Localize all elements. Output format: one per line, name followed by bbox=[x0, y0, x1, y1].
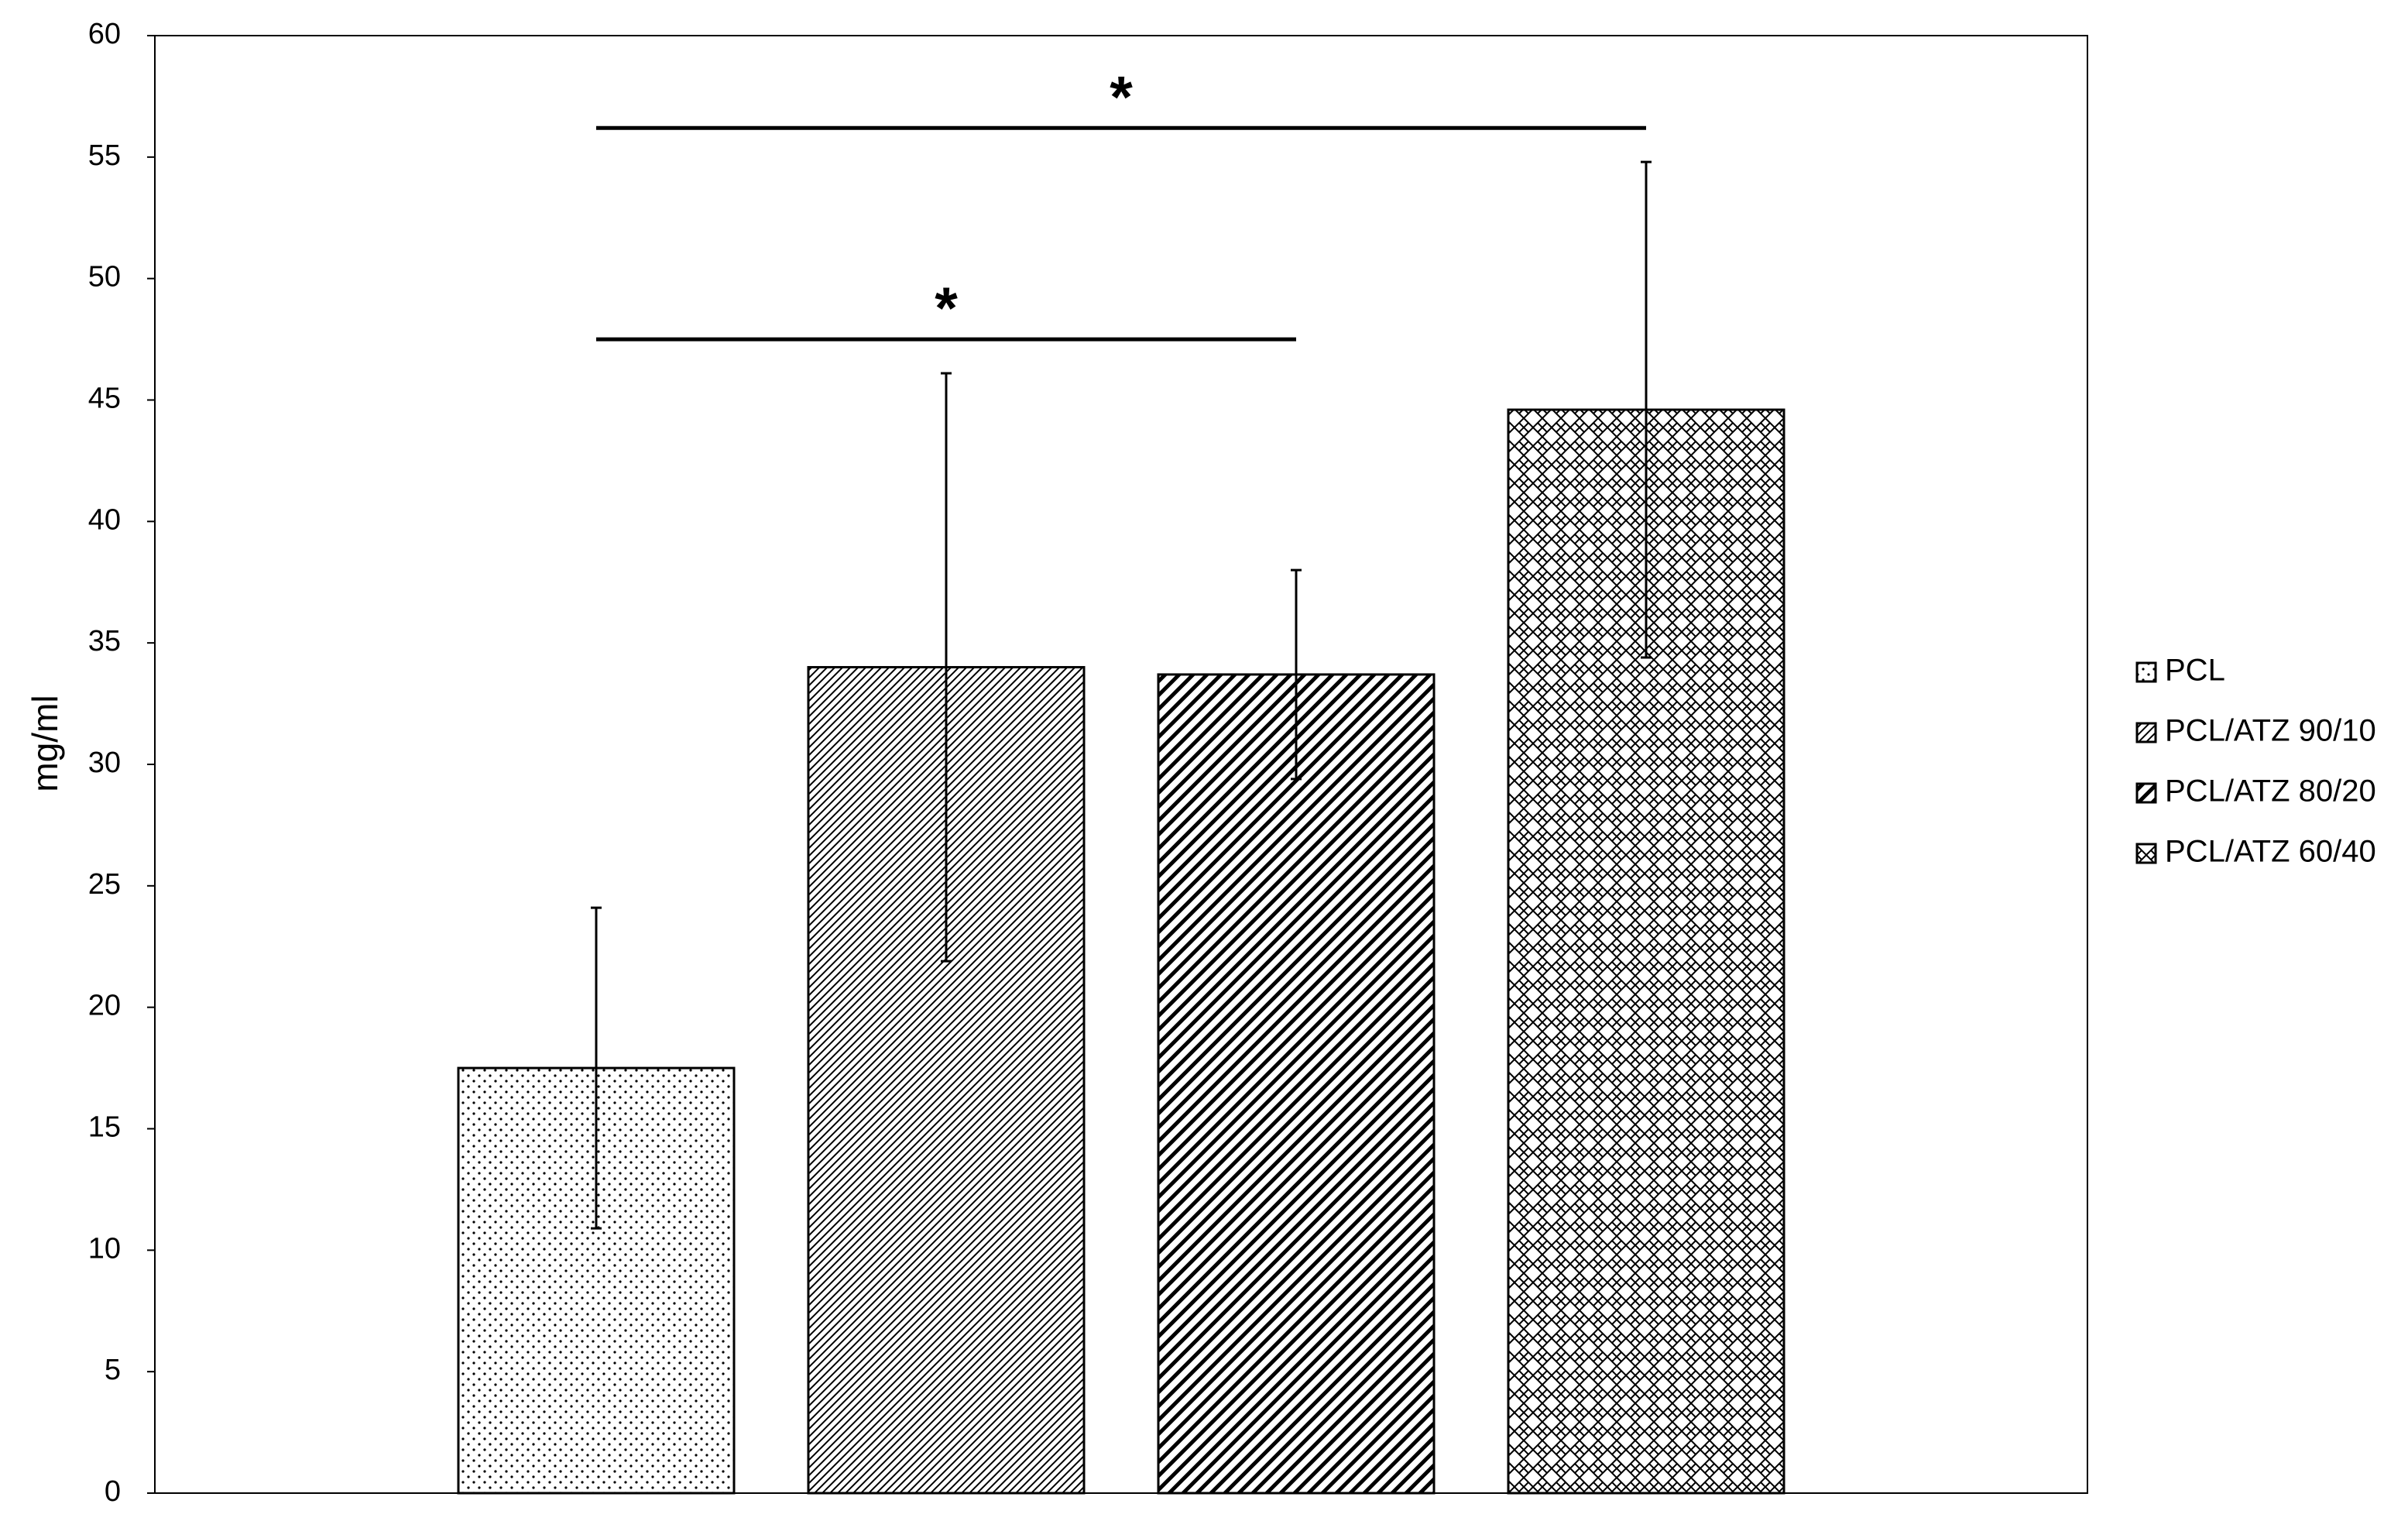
y-tick-label: 15 bbox=[88, 1111, 121, 1144]
significance-star: * bbox=[935, 276, 958, 342]
y-tick-label: 0 bbox=[105, 1475, 121, 1508]
legend-swatch bbox=[2135, 782, 2157, 804]
legend-label: PCL/ATZ 90/10 bbox=[2165, 714, 2376, 748]
y-tick-label: 35 bbox=[88, 625, 121, 657]
y-tick-label: 40 bbox=[88, 503, 121, 536]
legend-label: PCL/ATZ 60/40 bbox=[2165, 835, 2376, 869]
y-tick-label: 10 bbox=[88, 1232, 121, 1265]
y-tick-label: 5 bbox=[105, 1354, 121, 1386]
y-tick-label: 25 bbox=[88, 868, 121, 901]
legend-swatch bbox=[2135, 722, 2157, 743]
plot-frame bbox=[154, 35, 2088, 1494]
y-tick-label: 30 bbox=[88, 747, 121, 779]
error-bar bbox=[1291, 568, 1302, 781]
legend-swatch bbox=[2135, 843, 2157, 864]
error-bar bbox=[941, 372, 952, 963]
bar bbox=[1157, 673, 1436, 1495]
error-bar bbox=[1641, 160, 1652, 659]
legend-swatch bbox=[2135, 661, 2157, 683]
legend-label: PCL bbox=[2165, 654, 2225, 688]
y-axis-label: mg/ml bbox=[25, 695, 65, 791]
y-tick-label: 20 bbox=[88, 990, 121, 1022]
y-tick-label: 45 bbox=[88, 383, 121, 415]
error-bar bbox=[591, 906, 602, 1230]
y-tick-label: 50 bbox=[88, 261, 121, 294]
significance-star: * bbox=[1110, 64, 1133, 130]
y-tick-label: 55 bbox=[88, 139, 121, 172]
legend-label: PCL/ATZ 80/20 bbox=[2165, 774, 2376, 809]
y-tick-label: 60 bbox=[88, 18, 121, 50]
